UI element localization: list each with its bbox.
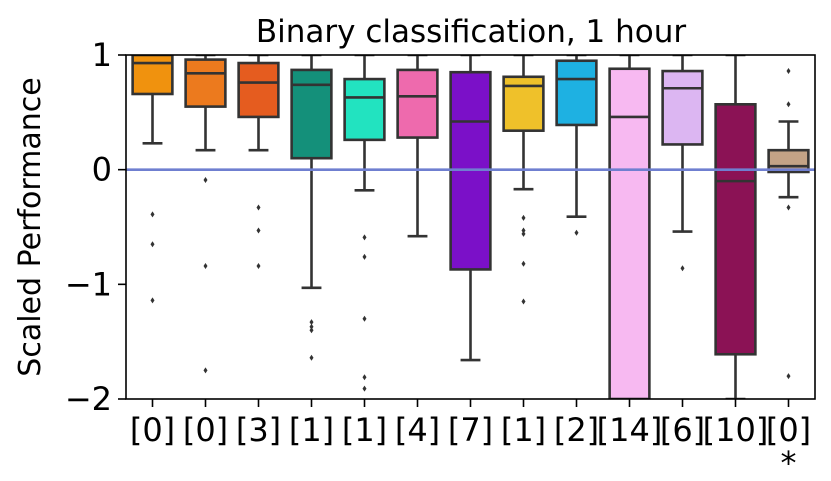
outlier-point: [786, 373, 791, 380]
outlier-point: [521, 260, 526, 267]
box-group-10: [661, 55, 704, 272]
outlier-point: [150, 297, 155, 304]
box-iqr: [714, 103, 757, 356]
x-tick-label: [1]: [342, 411, 387, 449]
outlier-point: [574, 229, 579, 236]
box-group-1: [184, 55, 227, 374]
box-iqr: [555, 59, 598, 127]
x-tick-label: [1]: [289, 411, 334, 449]
box-group-3: [290, 55, 333, 361]
x-tick-label: [0]: [766, 411, 811, 449]
box-iqr: [396, 68, 439, 139]
y-tick-label: 1: [92, 36, 112, 74]
outlier-point: [309, 319, 314, 326]
outlier-point: [309, 323, 314, 330]
outlier-point: [309, 327, 314, 334]
plot-clip-group: [131, 55, 810, 399]
x-tick-label: [0]: [183, 411, 228, 449]
box-group-5: [396, 55, 439, 238]
y-tick-label: −1: [65, 265, 112, 303]
outlier-point: [150, 241, 155, 248]
box-group-7: [502, 55, 545, 305]
outlier-point: [309, 354, 314, 361]
box-iqr: [608, 67, 651, 399]
outlier-point: [203, 262, 208, 269]
chart-title: Binary classification, 1 hour: [256, 14, 687, 50]
x-tick-label: [7]: [448, 411, 493, 449]
outlier-point: [680, 265, 685, 272]
outlier-point: [150, 211, 155, 218]
x-tick-label: [14]: [597, 411, 663, 449]
y-tick-label: 0: [92, 151, 112, 189]
x-tick-label: [1]: [501, 411, 546, 449]
outlier-point: [256, 227, 261, 234]
axes: −2−101[0] [0] [3] [1] [1] [4] [7] [1] [2][14][6]…: [65, 36, 816, 481]
outlier-point: [256, 262, 261, 269]
outlier-point: [362, 374, 367, 381]
outlier-point: [786, 68, 791, 75]
x-tick-label: [3]: [236, 411, 281, 449]
outlier-point: [786, 204, 791, 211]
y-axis-label: Scaled Performance: [13, 77, 48, 376]
box-group-0: [131, 55, 174, 304]
outlier-point: [521, 214, 526, 221]
outlier-point: [203, 367, 208, 374]
outlier-point: [362, 385, 367, 392]
box-group-9: [608, 55, 651, 399]
outlier-point: [362, 253, 367, 260]
outlier-point: [203, 176, 208, 183]
x-tick-footnote: *: [781, 444, 797, 481]
x-tick-label: [2]: [554, 411, 599, 449]
x-tick-label: [4]: [395, 411, 440, 449]
outlier-point: [521, 227, 526, 234]
box-group-11: [714, 55, 757, 399]
box-iqr: [661, 69, 704, 146]
outlier-point: [521, 298, 526, 305]
box-iqr: [184, 58, 227, 108]
box-group-2: [237, 55, 280, 269]
box-iqr: [237, 61, 280, 119]
outlier-point: [362, 234, 367, 241]
x-tick-label: [6]: [660, 411, 705, 449]
y-tick-label: −2: [65, 380, 112, 418]
box-iqr: [343, 77, 386, 142]
box-group-12: [767, 68, 810, 380]
plot-area: [126, 55, 815, 399]
x-tick-label: [0]: [130, 411, 175, 449]
outlier-point: [362, 315, 367, 322]
box-iqr: [290, 68, 333, 160]
outlier-point: [256, 204, 261, 211]
outlier-point: [521, 230, 526, 237]
box-group-4: [343, 55, 386, 392]
outlier-point: [786, 101, 791, 108]
box-iqr: [131, 55, 174, 96]
x-tick-label: [10]: [703, 411, 769, 449]
